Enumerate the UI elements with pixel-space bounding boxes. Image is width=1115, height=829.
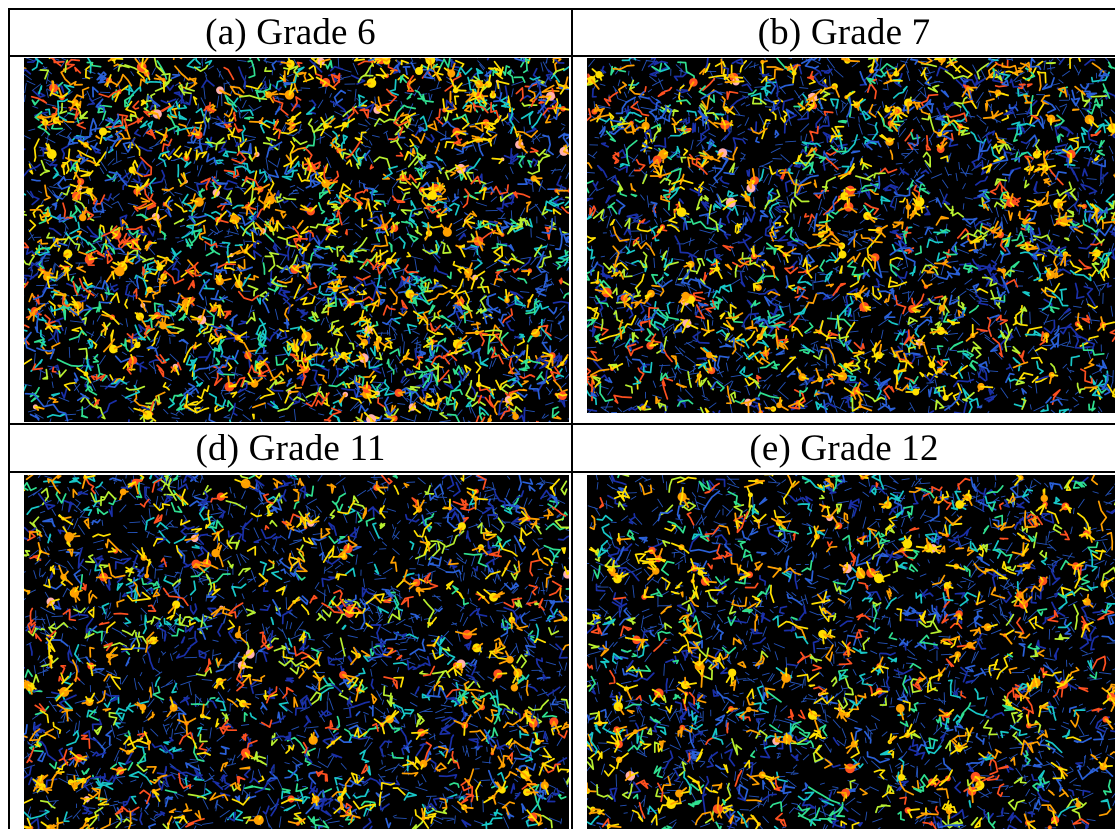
panel-caption-grade-7: (b) Grade 7	[757, 12, 931, 53]
network-strand-layer	[587, 58, 1115, 413]
network-strand-layer	[24, 58, 569, 422]
hotspot-cluster-layer	[27, 58, 569, 422]
grid-line-row2-caption-bottom	[8, 471, 1115, 473]
blue-filament-layer	[587, 475, 1115, 829]
microstructure-image-grade-7	[587, 58, 1115, 413]
panel-caption-grade-11: (d) Grade 11	[195, 427, 386, 469]
grid-line-middle-vertical	[571, 8, 573, 829]
microstructure-image-grade-6	[24, 58, 569, 422]
network-strand-layer	[24, 475, 569, 829]
grid-line-row-divider	[8, 423, 1115, 425]
microstructure-image-grade-12	[587, 475, 1115, 829]
grid-line-top	[8, 8, 1115, 10]
network-strand-layer	[587, 475, 1115, 829]
panel-caption-grade-12: (e) Grade 12	[749, 427, 939, 469]
hotspot-cluster-layer	[587, 58, 1115, 413]
microstructure-image-grade-11	[24, 475, 569, 829]
grid-line-row1-caption-bottom	[8, 55, 1115, 57]
grid-line-left	[8, 8, 10, 829]
hotspot-cluster-layer	[24, 475, 569, 829]
hotspot-cluster-layer	[587, 475, 1115, 829]
panel-caption-grade-6: (a) Grade 6	[205, 12, 376, 53]
